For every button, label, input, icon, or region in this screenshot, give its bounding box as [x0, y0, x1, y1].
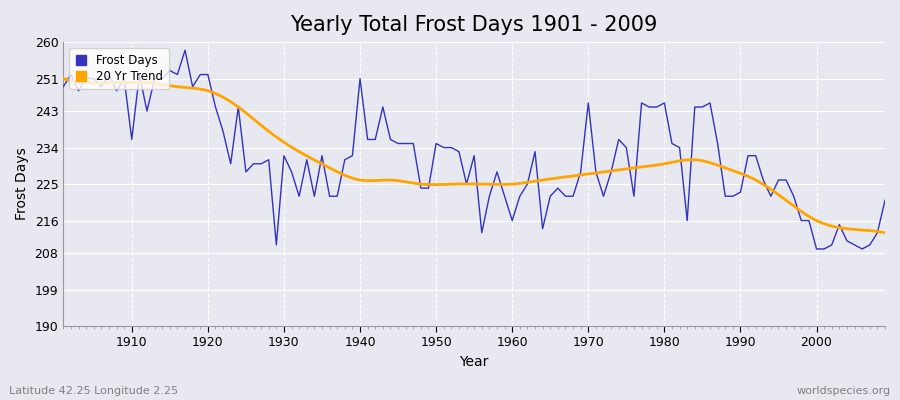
X-axis label: Year: Year — [460, 355, 489, 369]
Frost Days — [339, 157, 350, 162]
20 Yr Trend — [879, 230, 890, 235]
20 Yr Trend — [860, 228, 870, 233]
Line: Frost Days: Frost Days — [63, 50, 885, 249]
Frost Days — [811, 246, 822, 251]
Frost Days — [515, 194, 526, 199]
Frost Days — [58, 84, 68, 89]
Y-axis label: Frost Days: Frost Days — [15, 148, 29, 220]
20 Yr Trend — [448, 182, 459, 186]
Frost Days — [879, 198, 890, 203]
20 Yr Trend — [732, 170, 742, 174]
20 Yr Trend — [453, 182, 464, 186]
Frost Days — [180, 48, 191, 53]
Text: worldspecies.org: worldspecies.org — [796, 386, 891, 396]
20 Yr Trend — [547, 176, 558, 181]
Frost Days — [119, 76, 130, 81]
Text: Latitude 42.25 Longitude 2.25: Latitude 42.25 Longitude 2.25 — [9, 386, 178, 396]
Frost Days — [293, 194, 304, 199]
Frost Days — [507, 218, 517, 223]
Legend: Frost Days, 20 Yr Trend: Frost Days, 20 Yr Trend — [69, 48, 169, 89]
Frost Days — [606, 170, 616, 174]
Title: Yearly Total Frost Days 1901 - 2009: Yearly Total Frost Days 1901 - 2009 — [291, 15, 658, 35]
Line: 20 Yr Trend: 20 Yr Trend — [63, 79, 885, 233]
20 Yr Trend — [502, 182, 513, 187]
20 Yr Trend — [58, 76, 68, 81]
